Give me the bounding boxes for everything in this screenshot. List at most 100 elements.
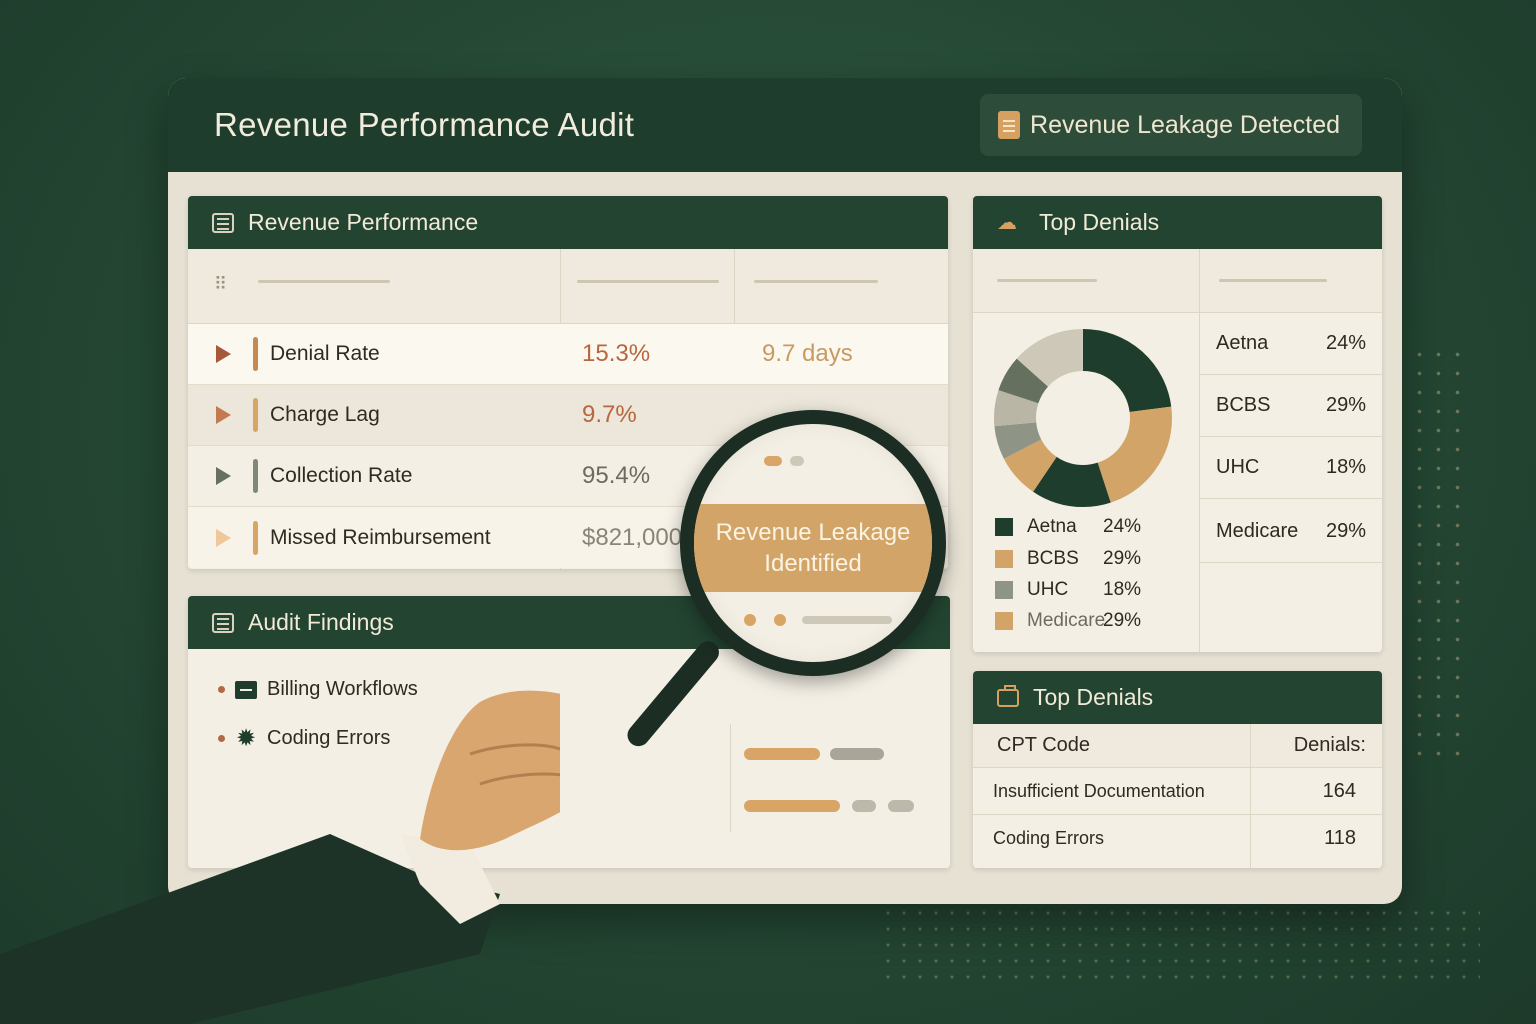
leakage-highlight: Revenue Leakage Identified — [694, 504, 932, 592]
column-header-denials: Denials: — [1293, 734, 1366, 756]
legend-label: BCBS — [1027, 548, 1079, 569]
payer-row[interactable]: Medicare 29% — [1200, 501, 1382, 563]
denials-donut-chart — [994, 329, 1172, 507]
payer-name: Medicare — [1216, 520, 1299, 542]
payer-name: UHC — [1216, 456, 1260, 478]
suit-sleeve — [0, 834, 500, 1024]
gear-icon: ✹ — [235, 724, 257, 752]
payer-name: Aetna — [1216, 332, 1269, 354]
folder-icon — [235, 680, 257, 699]
metric-name: Collection Rate — [270, 464, 413, 487]
column-header-placeholder — [997, 279, 1097, 282]
panel-header: Top Denials — [973, 671, 1382, 724]
legend-swatch — [995, 612, 1013, 630]
drag-handle-icon[interactable]: ⠿ — [214, 274, 230, 294]
column-header-row — [973, 249, 1382, 313]
document-icon — [998, 111, 1021, 139]
decorative-dots — [1410, 345, 1470, 765]
metric-name: Missed Reimbursement — [270, 525, 491, 549]
list-icon — [212, 612, 234, 633]
placeholder-bar — [790, 456, 804, 466]
legend-item: BCBS 29% — [995, 548, 1141, 570]
status-bar — [253, 337, 258, 371]
legend-value: 29% — [1103, 548, 1142, 569]
legend-swatch — [995, 518, 1013, 536]
metric-value: 95.4% — [582, 462, 651, 489]
payer-row[interactable]: Aetna 24% — [1200, 313, 1382, 375]
legend-value: 24% — [1103, 516, 1142, 537]
bullet-dot — [218, 735, 225, 742]
legend-label: UHC — [1027, 579, 1069, 600]
table-row[interactable]: Insufficient Documentation 164 — [973, 768, 1382, 815]
panel-title: Top Denials — [1039, 209, 1160, 235]
expand-arrow-icon[interactable] — [216, 467, 231, 485]
expand-arrow-icon[interactable] — [216, 406, 231, 424]
finding-label: Coding Errors — [267, 727, 391, 749]
placeholder-dot — [744, 614, 756, 626]
donut-segment — [994, 329, 1172, 507]
top-denials-table-panel: Top Denials CPT Code Denials: Insufficie… — [973, 671, 1382, 868]
expand-arrow-icon[interactable] — [216, 528, 231, 547]
placeholder-dot — [774, 614, 786, 626]
column-header-placeholder — [1219, 279, 1327, 282]
legend-swatch — [995, 550, 1013, 568]
metric-value: 9.7% — [582, 401, 637, 428]
title-bar: Revenue Performance Audit Revenue Leakag… — [168, 78, 1402, 172]
payer-name: BCBS — [1216, 394, 1271, 416]
bullet-dot — [218, 686, 225, 693]
legend-item: Aetna 24% — [995, 516, 1141, 538]
page-title: Revenue Performance Audit — [214, 106, 635, 143]
panel-title: Audit Findings — [248, 609, 394, 635]
placeholder-bar — [764, 456, 782, 466]
cpt-code-cell: Coding Errors — [993, 828, 1105, 848]
hand-illustration — [0, 690, 560, 1024]
metric-name: Denial Rate — [270, 342, 380, 365]
placeholder-bar — [888, 800, 914, 812]
leakage-alert-badge[interactable]: Revenue Leakage Detected — [980, 94, 1362, 156]
denials-count-cell: 118 — [1324, 827, 1356, 849]
placeholder-bar — [744, 748, 820, 760]
donut-segment — [994, 329, 1172, 507]
payer-row[interactable]: BCBS 29% — [1200, 375, 1382, 437]
legend-item: UHC 18% — [995, 579, 1141, 601]
top-denials-chart-panel: ☁ Top Denials Aetna 24% BCBS 29% — [973, 196, 1382, 652]
table-header-row: CPT Code Denials: — [973, 724, 1382, 768]
expand-arrow-icon[interactable] — [216, 345, 231, 363]
placeholder-bar — [744, 800, 840, 812]
payer-percent: 29% — [1325, 520, 1366, 542]
payer-percent: 24% — [1325, 332, 1366, 354]
panel-header: Revenue Performance — [188, 196, 948, 249]
legend-value: 18% — [1103, 579, 1142, 600]
shirt-cuff — [400, 834, 500, 924]
status-bar — [253, 520, 258, 555]
metric-value: $821,000 — [582, 523, 683, 551]
cpt-code-cell: Insufficient Documentation — [993, 780, 1205, 801]
legend-value: 29% — [1103, 610, 1142, 631]
hand — [420, 690, 560, 851]
payer-row[interactable]: UHC 18% — [1200, 437, 1382, 499]
magnifier-lens: Revenue Leakage Identified — [680, 410, 946, 676]
status-bar — [253, 459, 258, 493]
column-divider — [1250, 724, 1251, 868]
briefcase-icon — [997, 684, 1019, 707]
finding-item[interactable]: ✹ Coding Errors — [218, 724, 391, 752]
legend-item: Medicare 29% — [995, 610, 1141, 632]
leakage-alert-label: Revenue Leakage Detected — [1030, 110, 1340, 139]
donut-segment — [994, 329, 1172, 507]
panel-header: ☁ Top Denials — [973, 196, 1382, 249]
panel-title: Revenue Performance — [248, 209, 479, 235]
legend-label: Aetna — [1027, 516, 1077, 537]
finding-item[interactable]: Billing Workflows — [218, 678, 418, 701]
list-icon — [212, 212, 234, 233]
column-divider — [730, 724, 731, 832]
handshake-icon: ☁ — [997, 211, 1017, 234]
metric-row[interactable]: Denial Rate 15.3% 9.7 days — [188, 324, 948, 385]
finger-crease — [469, 743, 560, 756]
highlight-line-2: Identified — [764, 550, 862, 577]
finding-label: Billing Workflows — [267, 678, 418, 700]
table-row[interactable]: Coding Errors 118 — [973, 815, 1382, 862]
column-header-row: ⠿ — [188, 249, 948, 324]
legend-swatch — [995, 581, 1013, 599]
placeholder-bar — [802, 616, 892, 624]
payer-percent: 29% — [1325, 394, 1366, 416]
